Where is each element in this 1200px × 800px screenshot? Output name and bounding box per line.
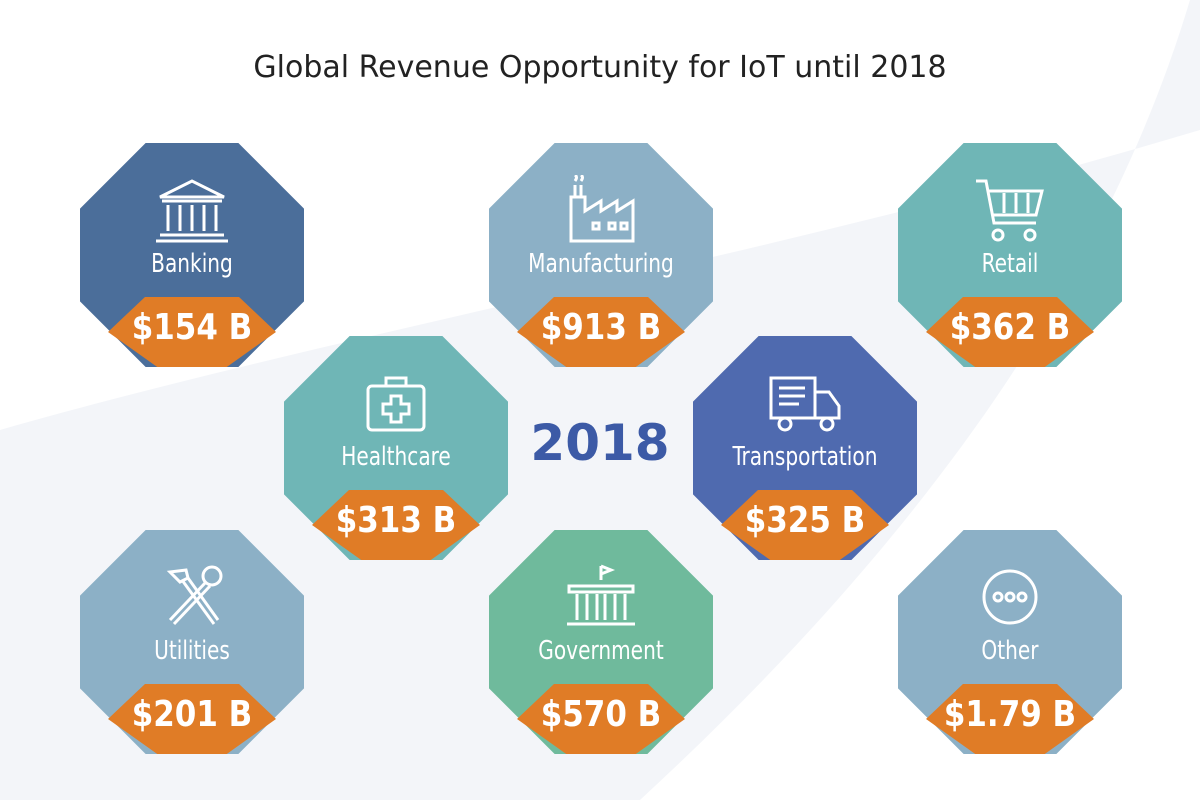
medical-kit-icon bbox=[356, 368, 436, 438]
tile-label-retail: Retail bbox=[981, 249, 1039, 279]
tile-value-healthcare: $313 B bbox=[335, 500, 457, 541]
tile-label-transportation: Transportation bbox=[732, 442, 878, 472]
factory-icon bbox=[561, 175, 641, 245]
tools-icon bbox=[152, 562, 232, 632]
tile-value-government: $570 B bbox=[540, 694, 662, 735]
tile-label-healthcare: Healthcare bbox=[341, 442, 451, 472]
tile-value-banking: $154 B bbox=[131, 307, 253, 348]
tile-value-utilities: $201 B bbox=[131, 694, 253, 735]
truck-icon bbox=[765, 368, 845, 438]
tile-value-other: $1.79 B bbox=[943, 694, 1077, 735]
bank-icon bbox=[152, 175, 232, 245]
tile-value-transportation: $325 B bbox=[744, 500, 866, 541]
tile-healthcare: Healthcare $313 B bbox=[284, 336, 508, 560]
tile-government: Government $570 B bbox=[489, 530, 713, 754]
tile-value-retail: $362 B bbox=[949, 307, 1071, 348]
tile-label-utilities: Utilities bbox=[154, 636, 230, 666]
center-year: 2018 bbox=[530, 414, 670, 472]
tile-manufacturing: Manufacturing $913 B bbox=[489, 143, 713, 367]
tile-label-other: Other bbox=[981, 636, 1039, 666]
tile-label-manufacturing: Manufacturing bbox=[528, 249, 674, 279]
tile-retail: Retail $362 B bbox=[898, 143, 1122, 367]
tile-label-banking: Banking bbox=[151, 249, 233, 279]
tile-utilities: Utilities $201 B bbox=[80, 530, 304, 754]
page-title: Global Revenue Opportunity for IoT until… bbox=[253, 50, 947, 85]
tile-value-manufacturing: $913 B bbox=[540, 307, 662, 348]
government-building-icon bbox=[561, 562, 641, 632]
tile-other: Other $1.79 B bbox=[898, 530, 1122, 754]
shopping-cart-icon bbox=[970, 175, 1050, 245]
more-dots-icon bbox=[970, 562, 1050, 632]
tile-transportation: Transportation $325 B bbox=[693, 336, 917, 560]
tile-label-government: Government bbox=[538, 636, 664, 666]
tile-banking: Banking $154 B bbox=[80, 143, 304, 367]
